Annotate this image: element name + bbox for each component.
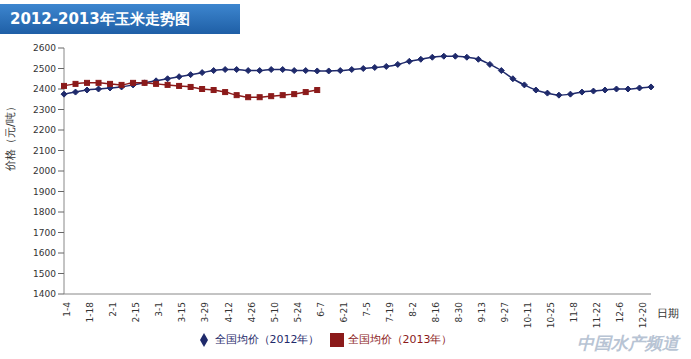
html-text:中国水产频道: 中国水产频道: [577, 333, 679, 353]
svg-text:2400: 2400: [33, 84, 56, 94]
svg-text:5-10: 5-10: [270, 302, 280, 323]
svg-text:2000: 2000: [33, 166, 56, 176]
svg-text:6-7: 6-7: [316, 302, 326, 317]
svg-text:1800: 1800: [33, 207, 56, 217]
svg-text:8-2: 8-2: [408, 302, 418, 317]
svg-text:1600: 1600: [33, 248, 56, 258]
svg-text:1400: 1400: [33, 289, 56, 299]
svg-text:7-5: 7-5: [362, 302, 372, 317]
svg-text:1900: 1900: [33, 187, 56, 197]
svg-text:6-21: 6-21: [339, 302, 349, 322]
svg-text:2100: 2100: [33, 146, 56, 156]
svg-text:3-15: 3-15: [177, 302, 187, 322]
svg-text:价格（元/吨）: 价格（元/吨）: [4, 101, 17, 172]
svg-text:1500: 1500: [33, 269, 56, 279]
svg-text:3-29: 3-29: [201, 302, 211, 323]
svg-text:11-22: 11-22: [592, 302, 602, 328]
svg-text:1-18: 1-18: [85, 302, 95, 323]
svg-text:7-19: 7-19: [385, 302, 395, 323]
svg-text:4-26: 4-26: [247, 302, 257, 323]
svg-text:8-30: 8-30: [454, 302, 464, 323]
svg-text:10-25: 10-25: [546, 302, 556, 328]
svg-text:4-12: 4-12: [224, 302, 234, 322]
svg-text:2500: 2500: [33, 64, 56, 74]
svg-text:2-1: 2-1: [108, 302, 118, 317]
svg-text:12-6: 12-6: [615, 302, 625, 323]
svg-text:2-15: 2-15: [131, 302, 141, 322]
html-text:全国均价（2013年）: 全国均价（2013年）: [347, 333, 453, 346]
svg-text:1-4: 1-4: [62, 302, 72, 317]
svg-text:10-11: 10-11: [523, 302, 533, 328]
html-text:2012-2013年玉米走势图: 2012-2013年玉米走势图: [10, 10, 190, 28]
svg-text:9-13: 9-13: [477, 302, 487, 322]
svg-text:2200: 2200: [33, 125, 56, 135]
svg-text:8-16: 8-16: [431, 302, 441, 323]
svg-text:5-24: 5-24: [293, 302, 303, 323]
svg-text:2300: 2300: [33, 105, 56, 115]
svg-text:1700: 1700: [33, 228, 56, 238]
html-text:全国均价（2012年）: 全国均价（2012年）: [214, 333, 320, 346]
svg-text:9-27: 9-27: [500, 302, 510, 322]
svg-text:日期: 日期: [657, 307, 679, 320]
svg-text:3-1: 3-1: [154, 302, 164, 317]
svg-text:12-20: 12-20: [638, 302, 648, 328]
svg-text:11-8: 11-8: [569, 302, 579, 323]
svg-text:2600: 2600: [33, 43, 56, 53]
